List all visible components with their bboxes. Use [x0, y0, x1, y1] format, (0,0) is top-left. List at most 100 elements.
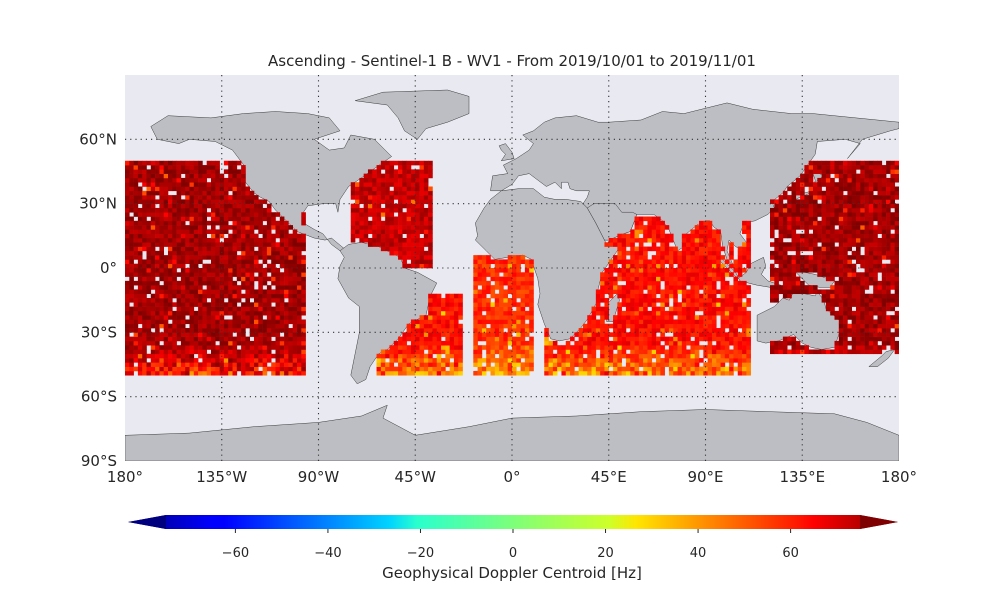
heatmap-cell: [359, 229, 364, 234]
heatmap-cell: [561, 353, 567, 359]
heatmap-cell: [630, 306, 635, 312]
heatmap-cell: [643, 302, 648, 307]
heatmap-cell: [168, 207, 173, 213]
heatmap-cell: [686, 336, 691, 342]
heatmap-cell: [376, 242, 382, 247]
heatmap-cell: [355, 195, 360, 200]
heatmap-cell: [638, 276, 644, 282]
heatmap-cell: [185, 332, 190, 337]
heatmap-cell: [600, 353, 605, 359]
heatmap-cell: [297, 237, 302, 243]
heatmap-cell: [716, 306, 721, 312]
heatmap-cell: [189, 310, 195, 316]
heatmap-cell: [419, 358, 425, 363]
heatmap-cell: [406, 349, 412, 355]
heatmap-cell: [890, 255, 895, 260]
heatmap-cell: [223, 340, 229, 346]
heatmap-cell: [441, 306, 446, 312]
heatmap-cell: [578, 345, 584, 350]
heatmap-cell: [223, 225, 229, 230]
heatmap-cell: [490, 272, 496, 277]
heatmap-cell: [172, 195, 177, 200]
heatmap-cell: [193, 207, 199, 213]
heatmap-cell: [236, 229, 242, 234]
heatmap-cell: [249, 229, 255, 234]
heatmap-cell: [163, 225, 169, 230]
heatmap-cell: [699, 237, 704, 243]
heatmap-cell: [804, 259, 809, 265]
heatmap-cell: [613, 340, 618, 346]
heatmap-cell: [834, 315, 840, 320]
heatmap-cell: [176, 255, 182, 260]
heatmap-cell: [881, 319, 887, 325]
heatmap-cell: [711, 246, 717, 252]
heatmap-cell: [219, 306, 225, 312]
heatmap-cell: [886, 298, 891, 303]
heatmap-cell: [512, 319, 517, 325]
heatmap-cell: [856, 160, 861, 166]
heatmap-cell: [473, 319, 478, 325]
heatmap-cell: [355, 229, 360, 234]
heatmap-cell: [262, 246, 268, 252]
heatmap-cell: [600, 323, 605, 329]
heatmap-cell: [258, 268, 263, 273]
heatmap-cell: [499, 349, 504, 355]
heatmap-cell: [279, 319, 285, 325]
heatmap-cell: [380, 173, 386, 179]
heatmap-cell: [211, 302, 216, 307]
heatmap-cell: [557, 362, 562, 367]
heatmap-cell: [215, 207, 220, 213]
heatmap-cell: [176, 207, 182, 213]
heatmap-cell: [660, 358, 665, 363]
heatmap-cell: [830, 186, 835, 192]
heatmap-cell: [301, 319, 306, 325]
heatmap-cell: [864, 160, 870, 166]
heatmap-cell: [733, 306, 739, 312]
heatmap-cell: [380, 362, 386, 367]
heatmap-cell: [406, 353, 412, 359]
heatmap-cell: [380, 225, 386, 230]
heatmap-cell: [206, 332, 212, 337]
heatmap-cell: [137, 306, 143, 312]
heatmap-cell: [232, 242, 238, 247]
heatmap-cell: [877, 182, 883, 187]
heatmap-cell: [133, 358, 139, 363]
heatmap-cell: [746, 366, 751, 372]
heatmap-cell: [782, 207, 788, 213]
heatmap-cell: [647, 268, 653, 273]
heatmap-cell: [406, 242, 412, 247]
heatmap-cell: [473, 340, 478, 346]
heatmap-cell: [600, 306, 605, 312]
heatmap-cell: [202, 370, 207, 376]
heatmap-cell: [800, 220, 805, 226]
heatmap-cell: [860, 302, 865, 307]
heatmap-cell: [864, 310, 870, 316]
heatmap-cell: [800, 199, 805, 204]
heatmap-cell: [694, 302, 700, 307]
heatmap-cell: [473, 353, 478, 359]
heatmap-cell: [376, 366, 382, 372]
heatmap-cell: [284, 302, 289, 307]
heatmap-cell: [699, 250, 704, 256]
heatmap-cell: [350, 225, 356, 230]
heatmap-cell: [486, 332, 491, 337]
heatmap-cell: [868, 246, 874, 252]
heatmap-cell: [703, 285, 708, 290]
heatmap-cell: [703, 225, 708, 230]
heatmap-cell: [193, 255, 199, 260]
heatmap-cell: [211, 353, 216, 359]
heatmap-cell: [262, 207, 268, 213]
heatmap-cell: [292, 285, 298, 290]
heatmap-cell: [176, 229, 182, 234]
heatmap-cell: [694, 362, 700, 367]
heatmap-cell: [813, 229, 818, 234]
heatmap-cell: [529, 345, 534, 350]
heatmap-cell: [851, 229, 857, 234]
heatmap-cell: [716, 366, 721, 372]
heatmap-cell: [694, 268, 700, 273]
heatmap-cell: [621, 285, 627, 290]
heatmap-cell: [168, 169, 173, 174]
heatmap-cell: [724, 315, 730, 320]
heatmap-cell: [228, 195, 233, 200]
heatmap-cell: [886, 220, 891, 226]
